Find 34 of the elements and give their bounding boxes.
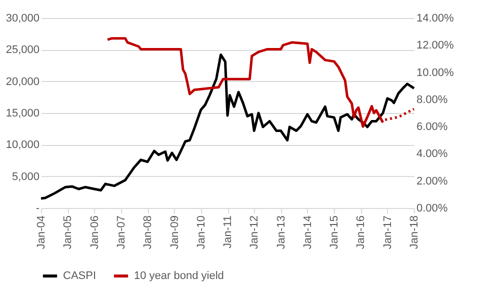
- line-series: [40, 53, 416, 200]
- y-tick-label: 30,000: [6, 12, 40, 24]
- legend-label: CASPI: [63, 270, 96, 282]
- line-series: [106, 37, 384, 128]
- y-tick-label: 10,000: [6, 139, 40, 152]
- y-tick-label: 25,000: [6, 44, 40, 56]
- y-tick-label: 20,000: [6, 76, 40, 88]
- x-tick-label: Jan-14: [302, 216, 314, 250]
- y2-tick-label: 12.00%: [416, 40, 454, 52]
- x-tick-label: Jan-05: [62, 216, 74, 250]
- y2-tick-label: 6.00%: [416, 121, 448, 134]
- x-tick-label: Jan-13: [275, 216, 288, 250]
- x-tick-label: Jan-06: [88, 216, 101, 250]
- x-tick-label: Jan-17: [382, 216, 394, 250]
- y2-tick-label: 2.00%: [416, 175, 448, 188]
- x-tick-label: Jan-04: [36, 216, 48, 250]
- x-tick-label: Jan-12: [248, 216, 261, 250]
- y2-tick-label: 14.00%: [416, 12, 454, 24]
- y2-tick-label: 0.00%: [416, 202, 448, 214]
- x-tick-label: Jan-09: [168, 216, 181, 250]
- y2-tick-label: 10.00%: [416, 66, 454, 79]
- y-tick-label: -: [36, 202, 40, 214]
- x-tick-label: Jan-18: [408, 216, 420, 250]
- x-tick-label: Jan-10: [195, 216, 208, 250]
- y2-tick-label: 8.00%: [416, 94, 448, 106]
- y-tick-label: 15,000: [6, 108, 40, 120]
- legend-label: 10 year bond yield: [134, 270, 224, 282]
- x-tick-label: Jan-15: [328, 216, 341, 250]
- x-tick-label: Jan-11: [222, 216, 234, 248]
- x-tick-label: Jan-16: [355, 216, 368, 250]
- x-tick-label: Jan-08: [142, 216, 154, 250]
- y-tick-label: 5,000: [12, 170, 40, 183]
- x-tick-label: Jan-07: [115, 216, 128, 250]
- y2-tick-label: 4.00%: [416, 148, 448, 160]
